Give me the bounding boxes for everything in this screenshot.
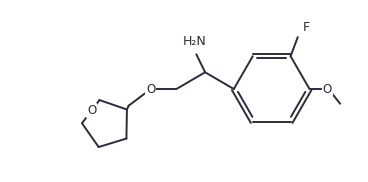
Text: O: O [146,82,155,96]
Text: O: O [323,82,332,96]
Text: O: O [87,104,96,117]
Text: F: F [302,21,310,34]
Text: H₂N: H₂N [183,35,206,48]
